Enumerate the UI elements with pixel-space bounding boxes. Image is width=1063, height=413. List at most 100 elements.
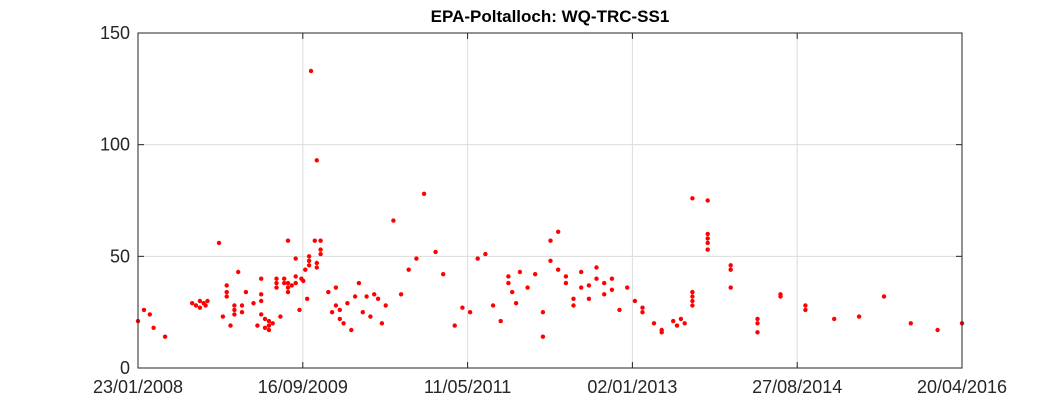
- data-point: [262, 325, 268, 330]
- data-point: [232, 303, 237, 308]
- data-point: [617, 307, 622, 313]
- data-point: [506, 280, 511, 286]
- data-point: [755, 316, 760, 322]
- x-tick-label: 20/04/2016: [917, 377, 1007, 397]
- data-point: [690, 294, 695, 299]
- data-point: [301, 278, 306, 284]
- data-point: [690, 196, 695, 201]
- data-point: [147, 312, 152, 317]
- y-axis: 0 50 100 150: [100, 23, 962, 378]
- data-point: [285, 289, 291, 295]
- data-point: [197, 305, 203, 310]
- data-point: [337, 316, 342, 322]
- data-point: [548, 258, 553, 263]
- x-tick-label: 23/01/2008: [93, 377, 183, 397]
- data-point: [151, 325, 156, 330]
- y-tick-label: 0: [120, 358, 130, 378]
- data-point: [856, 314, 862, 319]
- data-point: [349, 327, 354, 333]
- data-point: [368, 314, 373, 319]
- data-point: [728, 267, 733, 272]
- data-point: [755, 330, 760, 335]
- data-point: [224, 283, 229, 288]
- data-point: [197, 298, 203, 304]
- data-point: [705, 247, 710, 252]
- data-point: [671, 318, 676, 324]
- data-point: [282, 280, 287, 286]
- data-point: [594, 276, 599, 281]
- data-points: [135, 68, 965, 339]
- data-point: [433, 249, 438, 255]
- data-point: [333, 303, 339, 308]
- data-point: [259, 312, 264, 317]
- data-point: [540, 310, 546, 315]
- data-point: [513, 301, 519, 306]
- data-point: [239, 310, 245, 315]
- data-point: [586, 296, 592, 301]
- data-point: [190, 301, 195, 306]
- data-point: [259, 292, 264, 297]
- data-point: [498, 318, 503, 324]
- data-point: [203, 303, 208, 308]
- data-point: [305, 296, 310, 301]
- data-point: [517, 269, 523, 275]
- data-point: [475, 256, 480, 261]
- data-point: [690, 298, 695, 304]
- data-point: [293, 256, 298, 261]
- y-tick-label: 100: [100, 135, 130, 155]
- data-point: [314, 265, 319, 270]
- data-point: [579, 285, 584, 290]
- chart-title: EPA-Poltalloch: WQ-TRC-SS1: [431, 7, 670, 26]
- data-point: [306, 254, 312, 259]
- data-point: [266, 318, 272, 324]
- data-point: [540, 334, 546, 339]
- data-point: [224, 289, 229, 295]
- data-point: [274, 280, 279, 286]
- data-point: [441, 272, 446, 277]
- data-point: [306, 263, 312, 268]
- data-point: [398, 292, 404, 297]
- data-point: [705, 236, 710, 241]
- data-point: [778, 294, 783, 299]
- data-point: [297, 307, 302, 313]
- data-point: [690, 303, 695, 308]
- data-point: [682, 321, 687, 326]
- data-point: [293, 274, 298, 279]
- data-point: [625, 285, 630, 290]
- data-point: [908, 321, 913, 326]
- x-axis: 23/01/2008 16/09/2009 11/05/2011 02/01/2013…: [93, 33, 1007, 397]
- data-point: [308, 68, 314, 74]
- data-point: [232, 307, 237, 313]
- data-point: [803, 303, 808, 308]
- data-point: [659, 327, 664, 333]
- plot-area: [138, 33, 962, 368]
- data-point: [278, 314, 283, 319]
- data-point: [460, 305, 465, 310]
- data-point: [640, 305, 645, 310]
- data-point: [728, 263, 733, 268]
- data-point: [563, 274, 569, 279]
- data-point: [356, 280, 362, 286]
- data-point: [255, 323, 260, 328]
- data-point: [414, 256, 419, 261]
- data-point: [548, 238, 553, 243]
- data-point: [651, 321, 657, 326]
- data-point: [510, 289, 515, 295]
- data-point: [406, 267, 411, 272]
- data-point: [602, 292, 607, 297]
- data-point: [303, 267, 308, 272]
- data-point: [289, 283, 294, 288]
- data-point: [337, 307, 342, 313]
- data-point: [352, 294, 358, 299]
- data-point: [586, 283, 592, 288]
- data-point: [314, 260, 319, 266]
- data-point: [728, 285, 733, 290]
- data-point: [266, 327, 272, 333]
- data-point: [329, 310, 335, 315]
- data-point: [243, 289, 249, 295]
- data-point: [282, 276, 287, 281]
- data-point: [239, 303, 245, 308]
- data-point: [563, 280, 569, 286]
- data-point: [285, 280, 291, 286]
